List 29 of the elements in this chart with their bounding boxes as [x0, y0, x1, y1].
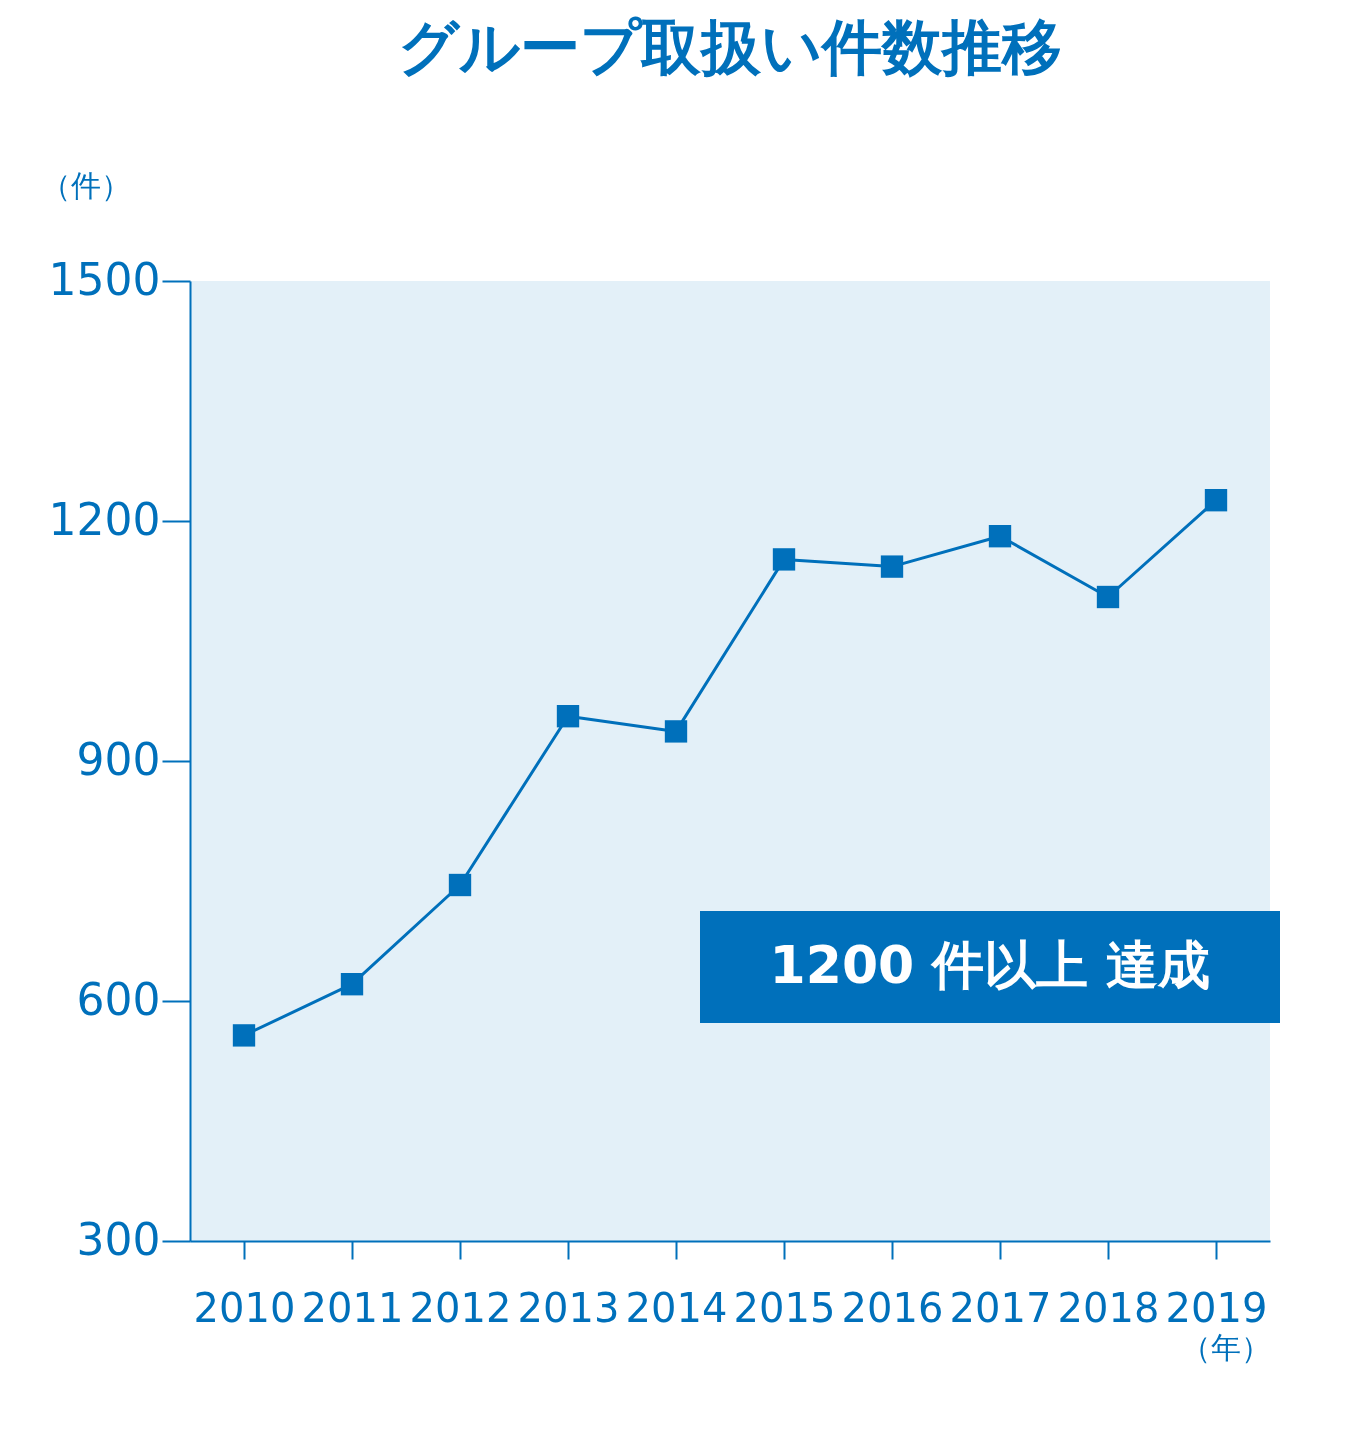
- x-tick-label: 2014: [625, 1284, 728, 1331]
- point: [880, 555, 904, 578]
- y-tick-label: 1200: [48, 493, 161, 545]
- x-tick-label: 2018: [1057, 1284, 1160, 1331]
- point: [772, 548, 796, 571]
- point: [556, 705, 580, 728]
- x-tick-label: 2011: [301, 1284, 404, 1331]
- annotation: 1200 件以上 達成: [769, 935, 1211, 995]
- y-axis-title: （件）: [40, 167, 131, 203]
- x-tick-label: 2016: [841, 1284, 944, 1331]
- point: [1204, 489, 1228, 512]
- x-tick-label: 2015: [733, 1284, 836, 1331]
- y-tick-label: 1500: [48, 253, 161, 305]
- point: [448, 873, 472, 897]
- y-tick-label: 600: [76, 973, 161, 1025]
- x-tick-label: 2012: [409, 1284, 512, 1331]
- x-axis-title: （年）: [1180, 1329, 1271, 1365]
- point: [340, 973, 364, 996]
- point: [232, 1024, 256, 1047]
- y-tick-label: 300: [76, 1213, 161, 1265]
- point: [988, 525, 1012, 548]
- point: [1096, 585, 1120, 609]
- x-tick-label: 2010: [193, 1284, 296, 1331]
- x-tick-label: 2013: [517, 1284, 620, 1331]
- x-tick-label: 2019: [1165, 1284, 1268, 1331]
- chart-title: グループ取扱い件数推移: [398, 12, 1062, 82]
- x-tick-label: 2017: [949, 1284, 1052, 1331]
- y-tick-label: 900: [76, 733, 161, 785]
- point: [664, 720, 688, 743]
